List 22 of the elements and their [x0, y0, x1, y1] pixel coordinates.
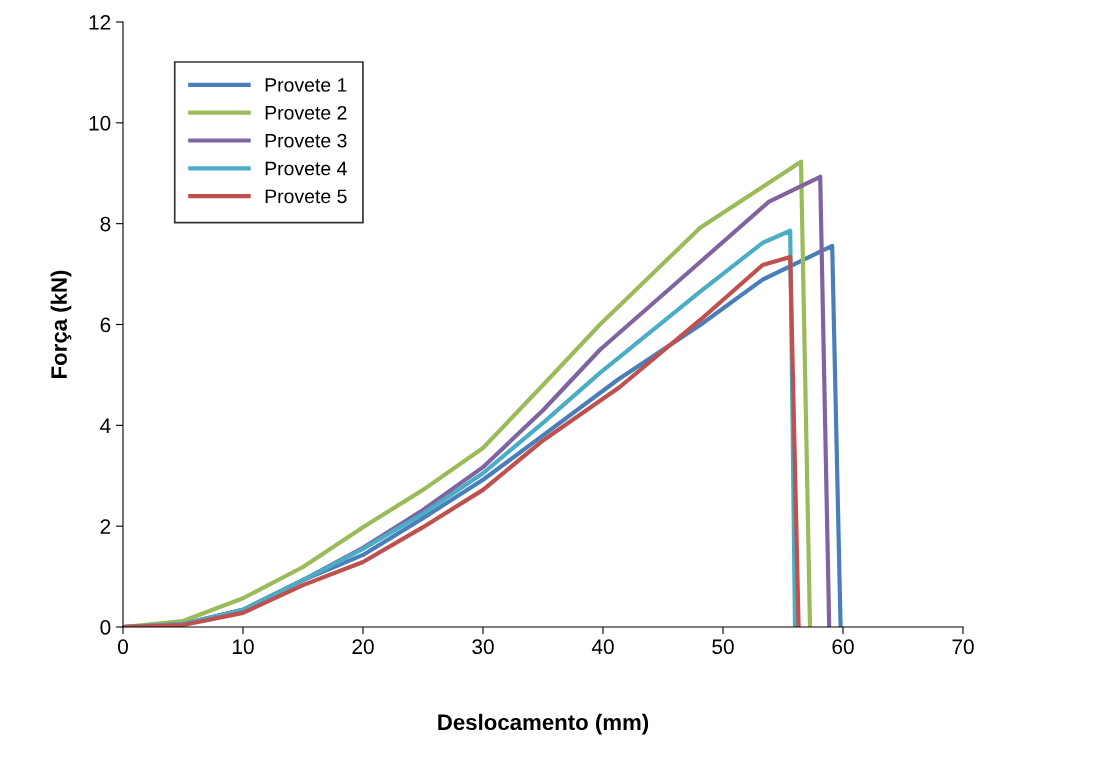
y-tick-label: 4	[100, 418, 111, 433]
y-tick-label: 0	[100, 620, 111, 635]
x-tick-label: 60	[832, 639, 854, 655]
legend-label: Provete 3	[265, 133, 347, 148]
x-tick-label: 70	[952, 639, 974, 655]
y-tick-label: 2	[100, 519, 111, 534]
y-tick-label: 8	[100, 216, 111, 232]
legend-label: Provete 5	[265, 189, 347, 204]
x-tick-label: 0	[118, 639, 128, 655]
x-tick-label: 50	[712, 639, 734, 655]
legend-label: Provete 1	[265, 78, 347, 92]
legend-label: Provete 4	[265, 161, 347, 176]
legend-label: Provete 2	[265, 105, 347, 120]
y-tick-label: 12	[89, 15, 111, 30]
x-tick-label: 40	[591, 639, 614, 655]
y-tick-label: 10	[89, 115, 111, 131]
y-axis-title: Força (kN)	[50, 270, 72, 378]
x-axis-title: Deslocamento (mm)	[438, 713, 649, 735]
x-tick-label: 10	[233, 639, 254, 655]
x-tick-label: 20	[352, 639, 374, 655]
x-tick-label: 30	[472, 639, 494, 655]
y-tick-label: 6	[100, 317, 111, 333]
